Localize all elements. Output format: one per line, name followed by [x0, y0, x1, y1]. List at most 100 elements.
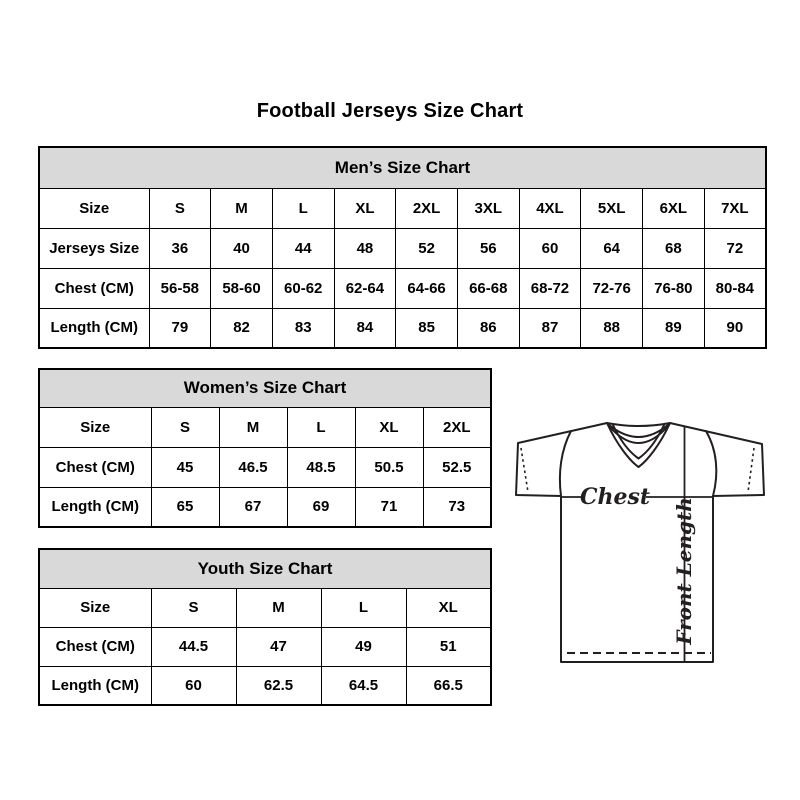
table-cell: 72	[703, 227, 767, 269]
size-table-grid: Youth Size Chart Size S M L XL Chest (CM) 44.5 4…	[38, 548, 492, 706]
row-label: Chest (CM)	[38, 626, 152, 667]
table-cell: 49	[320, 626, 407, 667]
row-label: Length (CM)	[38, 307, 150, 349]
table-cell: 62.5	[235, 665, 322, 706]
table-cell: 65	[150, 486, 220, 528]
table-cell: 66.5	[405, 665, 492, 706]
right-sleeve-seam	[705, 430, 718, 497]
table-cell: L	[271, 187, 335, 229]
table-cell: 82	[210, 307, 273, 349]
table-cell: XL	[405, 587, 492, 628]
row-label: Size	[38, 187, 150, 229]
table-cell: 56	[456, 227, 520, 269]
table-cell: M	[235, 587, 322, 628]
size-table-grid: Men’s Size Chart Size S M L XL 2XL 3XL 4XL 5XL 6XL…	[38, 146, 767, 349]
table-cell: S	[150, 587, 237, 628]
table-cell: M	[210, 187, 273, 229]
table-cell: 83	[271, 307, 335, 349]
page-title: Football Jerseys Size Chart	[256, 100, 524, 122]
row-label: Size	[38, 406, 152, 448]
collar-band-arc	[608, 425, 669, 444]
table-cell: 68-72	[518, 267, 582, 309]
table-row: Jerseys Size 36 40 44 48 52 56 60 64 68 72	[38, 227, 767, 269]
jersey-measurement-diagram: Chest Front Length	[505, 400, 777, 675]
table-row: Chest (CM) 56-58 58-60 60-62 62-64 64-66 66-68…	[38, 267, 767, 309]
table-cell: 64.5	[320, 665, 407, 706]
table-cell: 84	[333, 307, 397, 349]
row-label: Size	[38, 587, 152, 628]
table-header-row: Women’s Size Chart	[38, 368, 492, 408]
table-cell: 46.5	[218, 446, 288, 488]
table-cell: 50.5	[354, 446, 424, 488]
table-cell: 73	[422, 486, 492, 528]
vneck-inner-line	[612, 424, 665, 460]
table-cell: 47	[235, 626, 322, 667]
table-cell: 87	[518, 307, 582, 349]
table-header-row: Youth Size Chart	[38, 548, 492, 589]
left-sleeve-seam	[558, 430, 572, 497]
table-cell: XL	[354, 406, 424, 448]
table-cell: 89	[642, 307, 705, 349]
table-cell: 48	[333, 227, 397, 269]
table-cell: 90	[703, 307, 767, 349]
table-cell: 58-60	[210, 267, 273, 309]
chest-label: Chest	[580, 484, 650, 510]
table-title: Women’s Size Chart	[38, 368, 492, 408]
table-cell: 67	[218, 486, 288, 528]
table-row: Size S M L XL 2XL	[38, 406, 492, 448]
table-row: Size S M L XL	[38, 587, 492, 628]
table-cell: 4XL	[518, 187, 582, 229]
table-title: Men’s Size Chart	[38, 146, 767, 189]
table-cell: 7XL	[703, 187, 767, 229]
table-cell: 40	[210, 227, 273, 269]
row-label: Chest (CM)	[38, 267, 150, 309]
table-cell: 79	[148, 307, 212, 349]
table-cell: 66-68	[456, 267, 520, 309]
table-cell: 2XL	[395, 187, 458, 229]
jersey-outline	[515, 422, 765, 663]
table-cell: 5XL	[580, 187, 643, 229]
table-header-row: Men’s Size Chart	[38, 146, 767, 189]
table-cell: 76-80	[642, 267, 705, 309]
table-cell: 68	[642, 227, 705, 269]
table-cell: 88	[580, 307, 643, 349]
row-label: Jerseys Size	[38, 227, 150, 269]
table-cell: 36	[148, 227, 212, 269]
table-cell: 72-76	[580, 267, 643, 309]
table-row: Chest (CM) 44.5 47 49 51	[38, 626, 492, 667]
table-cell: 69	[286, 486, 356, 528]
table-cell: 52	[395, 227, 458, 269]
table-cell: 52.5	[422, 446, 492, 488]
table-cell: S	[148, 187, 212, 229]
table-row: Length (CM) 79 82 83 84 85 86 87 88 89 90	[38, 307, 767, 349]
table-cell: L	[286, 406, 356, 448]
table-title: Youth Size Chart	[38, 548, 492, 589]
size-table-grid: Women’s Size Chart Size S M L XL 2XL Chest (CM)…	[38, 368, 492, 528]
table-cell: 62-64	[333, 267, 397, 309]
row-label: Length (CM)	[38, 486, 152, 528]
table-cell: 6XL	[642, 187, 705, 229]
table-cell: 2XL	[422, 406, 492, 448]
front-length-label: Front Length	[672, 497, 696, 646]
table-cell: 45	[150, 446, 220, 488]
womens-size-table: Women’s Size Chart Size S M L XL 2XL Chest (CM)…	[38, 368, 492, 528]
row-label: Length (CM)	[38, 665, 152, 706]
table-row: Chest (CM) 45 46.5 48.5 50.5 52.5	[38, 446, 492, 488]
jersey-diagram-svg: Chest Front Length	[515, 422, 765, 663]
vneck-outer-line	[606, 422, 671, 468]
table-row: Size S M L XL 2XL 3XL 4XL 5XL 6XL 7XL	[38, 187, 767, 229]
row-label: Chest (CM)	[38, 446, 152, 488]
table-cell: 60	[150, 665, 237, 706]
table-cell: 64	[580, 227, 643, 269]
table-cell: 64-66	[395, 267, 458, 309]
table-cell: 48.5	[286, 446, 356, 488]
table-row: Length (CM) 65 67 69 71 73	[38, 486, 492, 528]
table-cell: XL	[333, 187, 397, 229]
left-cuff-stitch-line	[520, 447, 529, 493]
table-cell: 56-58	[148, 267, 212, 309]
table-cell: 44	[271, 227, 335, 269]
mens-size-table: Men’s Size Chart Size S M L XL 2XL 3XL 4XL 5XL 6XL…	[38, 146, 767, 349]
table-cell: 85	[395, 307, 458, 349]
table-cell: 51	[405, 626, 492, 667]
table-cell: S	[150, 406, 220, 448]
